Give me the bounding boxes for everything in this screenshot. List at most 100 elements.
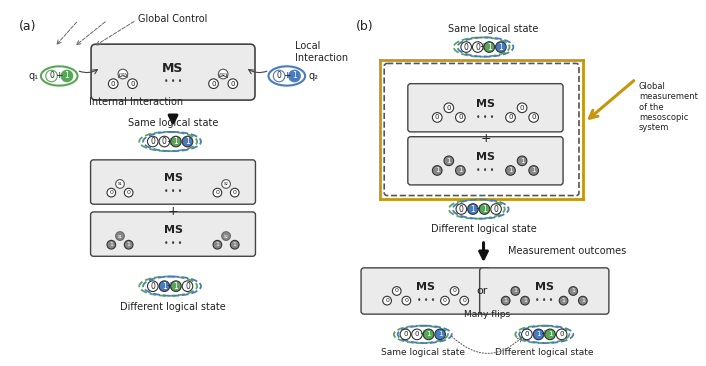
Text: 0: 0 [162,137,167,146]
Text: 1: 1 [581,298,585,303]
Text: +: + [168,205,179,218]
Circle shape [472,42,483,52]
Text: 0: 0 [414,331,419,337]
Circle shape [213,240,222,249]
Circle shape [460,296,469,305]
Text: s₂: s₂ [224,234,229,239]
FancyBboxPatch shape [91,44,255,100]
Text: s₂: s₂ [221,71,226,76]
Text: s₁: s₁ [118,234,122,239]
Text: • • •: • • • [417,296,435,305]
Circle shape [444,103,454,113]
Text: • • •: • • • [477,113,495,122]
Text: MS: MS [476,99,495,109]
Text: 1: 1 [537,331,541,337]
Circle shape [511,287,520,295]
Circle shape [456,204,467,214]
Circle shape [171,136,181,147]
Circle shape [46,70,57,82]
Circle shape [148,136,158,147]
Circle shape [159,281,169,291]
Text: 0: 0 [493,205,498,213]
Circle shape [556,329,567,340]
Text: 0: 0 [111,81,116,87]
Text: 0: 0 [447,105,451,111]
Text: 1: 1 [520,158,525,164]
Circle shape [505,166,515,175]
Text: 1: 1 [504,298,508,303]
Text: MS: MS [534,282,554,292]
Text: (a): (a) [19,20,36,33]
Circle shape [148,281,158,291]
Text: 0: 0 [559,331,564,337]
Text: +: + [419,329,426,339]
Circle shape [569,287,578,295]
FancyBboxPatch shape [408,84,563,132]
Circle shape [222,232,230,240]
Text: s₁: s₁ [121,71,126,76]
Text: s₂: s₂ [224,182,229,186]
Text: (b): (b) [357,20,374,33]
Text: 0: 0 [109,190,113,195]
FancyBboxPatch shape [479,268,609,314]
FancyBboxPatch shape [90,212,256,256]
Circle shape [455,166,465,175]
Circle shape [412,329,422,340]
Text: 0: 0 [443,298,447,303]
Circle shape [578,296,587,305]
Circle shape [501,296,510,305]
Text: 0: 0 [403,331,407,337]
Text: 1: 1 [174,137,179,146]
Text: 0: 0 [464,42,469,52]
Text: 0: 0 [211,81,216,87]
Circle shape [159,136,169,147]
Text: +: + [283,71,291,81]
Circle shape [393,287,401,295]
Text: 1: 1 [215,242,220,247]
Circle shape [467,204,478,214]
Circle shape [559,296,568,305]
Text: MS: MS [476,152,495,162]
Circle shape [491,204,501,214]
Text: 1: 1 [185,137,190,146]
Text: 1: 1 [458,168,462,173]
Text: 0: 0 [532,115,536,120]
Text: 1: 1 [548,331,552,337]
Circle shape [383,296,391,305]
Circle shape [484,42,495,52]
Text: 0: 0 [127,190,131,195]
Text: Many flips: Many flips [465,310,510,319]
Text: 0: 0 [395,288,399,294]
FancyBboxPatch shape [90,160,256,204]
Circle shape [455,113,465,122]
Text: Same logical state: Same logical state [448,23,539,34]
Text: 1: 1 [532,168,536,173]
Text: 0: 0 [405,298,408,303]
Circle shape [545,329,556,340]
Circle shape [273,70,285,82]
Text: +: + [56,71,63,81]
Text: Same logical state: Same logical state [381,348,465,357]
Text: • • •: • • • [535,296,554,305]
Circle shape [116,180,124,188]
Text: q₁: q₁ [28,71,38,81]
Text: 0: 0 [49,71,54,81]
Text: 1: 1 [571,288,575,294]
Text: 1: 1 [508,168,513,173]
Text: MS: MS [164,225,183,235]
Text: 1: 1 [523,298,527,303]
FancyBboxPatch shape [408,137,563,185]
Text: 1: 1 [561,298,566,303]
Text: 0: 0 [525,331,530,337]
Text: 1: 1 [435,168,439,173]
Text: 0: 0 [150,137,155,146]
Text: 0: 0 [520,105,525,111]
Text: +: + [480,132,491,145]
Text: Global Control: Global Control [138,14,208,24]
Text: 0: 0 [453,288,457,294]
Text: Different logical state: Different logical state [120,302,226,311]
Circle shape [461,42,472,52]
Circle shape [441,296,449,305]
Text: Global
measurement
of the
mesoscopic
system: Global measurement of the mesoscopic sys… [639,82,698,132]
Circle shape [432,166,442,175]
